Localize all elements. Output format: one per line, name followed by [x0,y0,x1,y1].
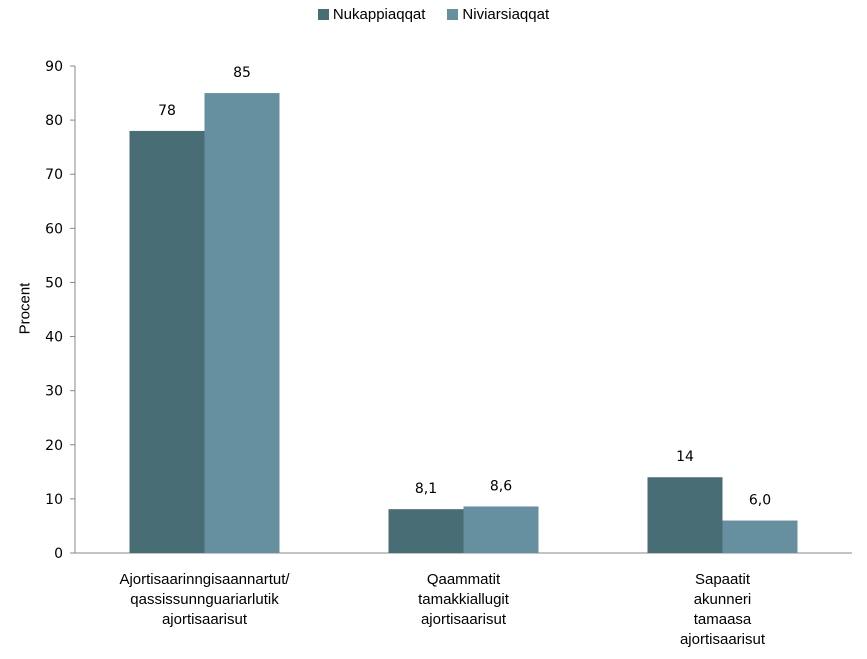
data-label: 78 [158,103,176,119]
x-category-label: Sapaatit [695,571,751,588]
legend: Nukappiaqqat Niviarsiaqqat [0,6,867,23]
x-category-label: qassissunnguariarlutik [130,591,279,608]
legend-swatch-series-2 [447,9,459,20]
x-category-label: tamakkiallugit [418,591,510,608]
bar-1-2 [388,509,464,553]
y-tick-label: 50 [45,275,63,291]
y-tick-label: 0 [54,546,63,562]
x-category-label: akunneri [694,591,752,608]
y-tick-label: 60 [45,221,63,237]
bar-1-3 [647,477,723,553]
x-category-label: tamaasa [694,611,752,628]
data-label: 14 [676,449,694,465]
x-category-label: ajortisaarisut [421,611,507,628]
bar-1-1 [129,130,205,553]
y-tick-label: 70 [45,167,63,183]
bar-2-1 [204,93,280,554]
data-label: 8,1 [415,481,437,497]
y-tick-label: 10 [45,492,63,508]
x-category-label: ajortisaarisut [162,611,248,628]
x-category-label: Qaammatit [427,571,501,588]
data-label: 8,6 [490,478,512,494]
legend-swatch-series-1 [317,9,329,20]
y-tick-label: 80 [45,113,63,129]
x-category-label: ajortisaarisut [680,631,766,648]
bar-2-2 [463,506,539,553]
data-label: 85 [233,65,251,81]
legend-label-series-2: Niviarsiaqqat [462,6,550,23]
x-category-label: Ajortisaarinngisaannartut/ [119,571,290,588]
legend-item-series-2: Niviarsiaqqat [447,6,549,23]
y-tick-label: 40 [45,330,63,346]
y-tick-label: 90 [45,59,63,75]
data-label: 6,0 [749,493,771,509]
y-tick-label: 30 [45,384,63,400]
bar-2-3 [722,520,798,553]
legend-label-series-1: Nukappiaqqat [332,6,426,23]
y-tick-label: 20 [45,438,63,454]
legend-item-series-1: Nukappiaqqat [317,6,426,23]
